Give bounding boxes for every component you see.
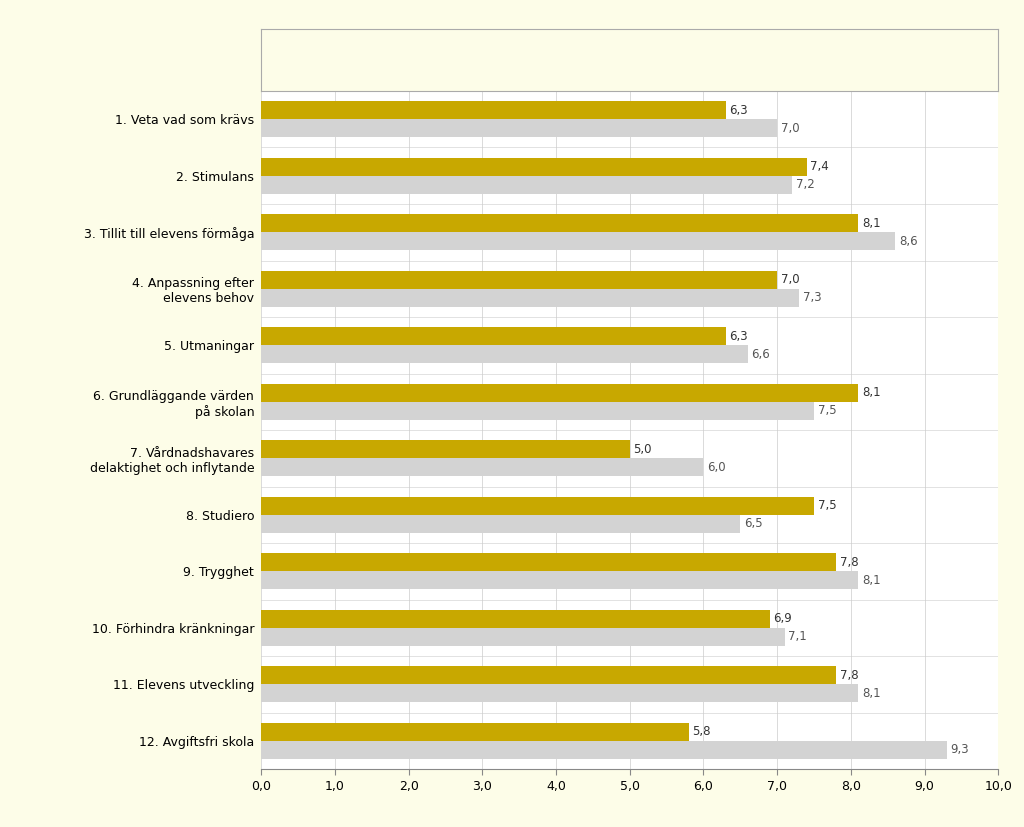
Bar (261, 214, 858, 232)
Bar (261, 119, 777, 137)
Bar (261, 628, 784, 646)
Legend: Bladins Intern School of Malmö, Samtliga skolenheter: Bladins Intern School of Malmö, Samtliga… (583, 33, 992, 58)
Text: 6,6: 6,6 (752, 348, 770, 361)
Text: 6,9: 6,9 (773, 612, 793, 625)
Text: 8,1: 8,1 (862, 386, 881, 399)
Bar (261, 101, 726, 119)
Text: 6,5: 6,5 (744, 518, 763, 530)
Bar (261, 158, 807, 176)
Text: 9,3: 9,3 (950, 743, 969, 757)
Text: 6,0: 6,0 (708, 461, 726, 474)
Text: 7,5: 7,5 (818, 404, 837, 418)
Bar (261, 685, 858, 702)
Text: 7,0: 7,0 (781, 273, 800, 286)
Bar (261, 440, 630, 458)
Bar (261, 553, 837, 571)
Bar (261, 402, 814, 420)
Text: 7,1: 7,1 (788, 630, 807, 643)
Bar (261, 571, 858, 590)
Bar (261, 741, 947, 759)
Bar (261, 667, 837, 685)
Text: 8,1: 8,1 (862, 217, 881, 230)
Text: 5,0: 5,0 (634, 442, 652, 456)
Bar (261, 327, 726, 346)
Bar (261, 289, 800, 307)
Text: 7,8: 7,8 (840, 556, 858, 569)
Text: 7,4: 7,4 (810, 160, 829, 173)
Bar (261, 176, 792, 194)
Bar (261, 514, 740, 533)
Bar (261, 232, 895, 251)
Text: 7,8: 7,8 (840, 669, 858, 681)
Text: 8,1: 8,1 (862, 574, 881, 587)
Bar (261, 458, 703, 476)
Text: 8,1: 8,1 (862, 687, 881, 700)
Text: 8,6: 8,6 (899, 235, 918, 248)
Text: 6,3: 6,3 (729, 103, 748, 117)
Text: 7,3: 7,3 (803, 291, 821, 304)
Text: 5,8: 5,8 (692, 725, 711, 739)
Bar (261, 384, 858, 402)
Bar (261, 270, 777, 289)
Text: 6,3: 6,3 (729, 330, 748, 342)
Text: 7,2: 7,2 (796, 179, 814, 191)
Bar (261, 609, 770, 628)
Bar (261, 346, 748, 363)
Bar (261, 723, 689, 741)
Text: 7,5: 7,5 (818, 500, 837, 512)
Bar (261, 497, 814, 514)
Text: 7,0: 7,0 (781, 122, 800, 135)
